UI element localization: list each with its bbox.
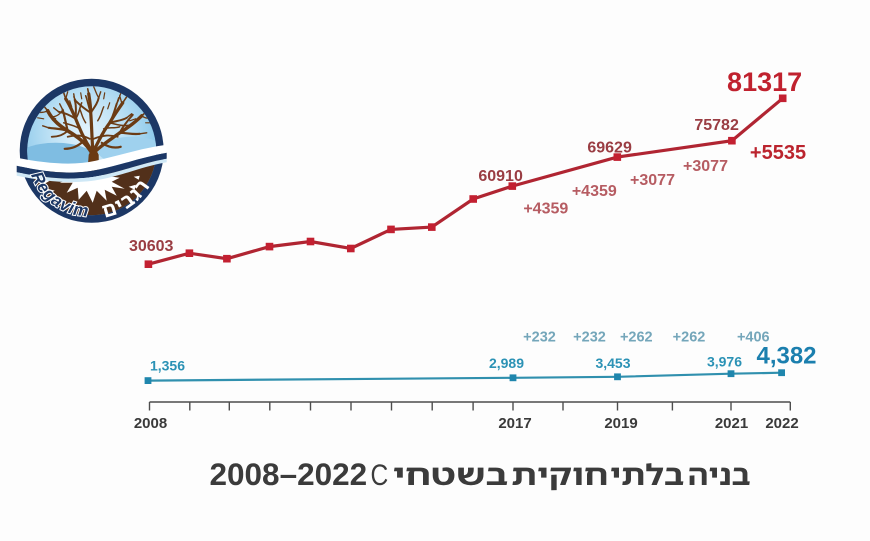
svg-text:C: C	[371, 458, 389, 492]
svg-text:2022: 2022	[765, 415, 798, 432]
svg-text:3,453: 3,453	[595, 355, 630, 371]
svg-text:2019: 2019	[604, 415, 637, 432]
svg-text:30603: 30603	[129, 238, 174, 255]
svg-text:+232: +232	[573, 330, 606, 346]
svg-text:2021: 2021	[715, 415, 748, 432]
svg-text:2017: 2017	[498, 415, 531, 432]
svg-text:75782: 75782	[694, 117, 739, 134]
svg-text:+262: +262	[620, 330, 653, 346]
svg-text:4,382: 4,382	[756, 343, 816, 370]
svg-text:1,356: 1,356	[150, 358, 185, 374]
svg-text:81317: 81317	[727, 67, 802, 97]
svg-text:2008–2022: 2008–2022	[210, 456, 368, 492]
svg-text:+3077: +3077	[683, 158, 728, 175]
svg-text:+5535: +5535	[750, 142, 806, 164]
svg-text:+232: +232	[523, 330, 556, 346]
svg-text:3,976: 3,976	[707, 354, 742, 370]
svg-text:60910: 60910	[478, 168, 523, 185]
svg-text:+4359: +4359	[572, 183, 617, 200]
svg-text:+3077: +3077	[630, 172, 675, 189]
svg-text:2,989: 2,989	[489, 355, 524, 371]
svg-text:+4359: +4359	[523, 201, 568, 218]
svg-text:69629: 69629	[587, 140, 632, 157]
svg-text:+262: +262	[673, 330, 706, 346]
svg-text:+406: +406	[737, 330, 770, 346]
svg-text:2008: 2008	[134, 415, 167, 432]
